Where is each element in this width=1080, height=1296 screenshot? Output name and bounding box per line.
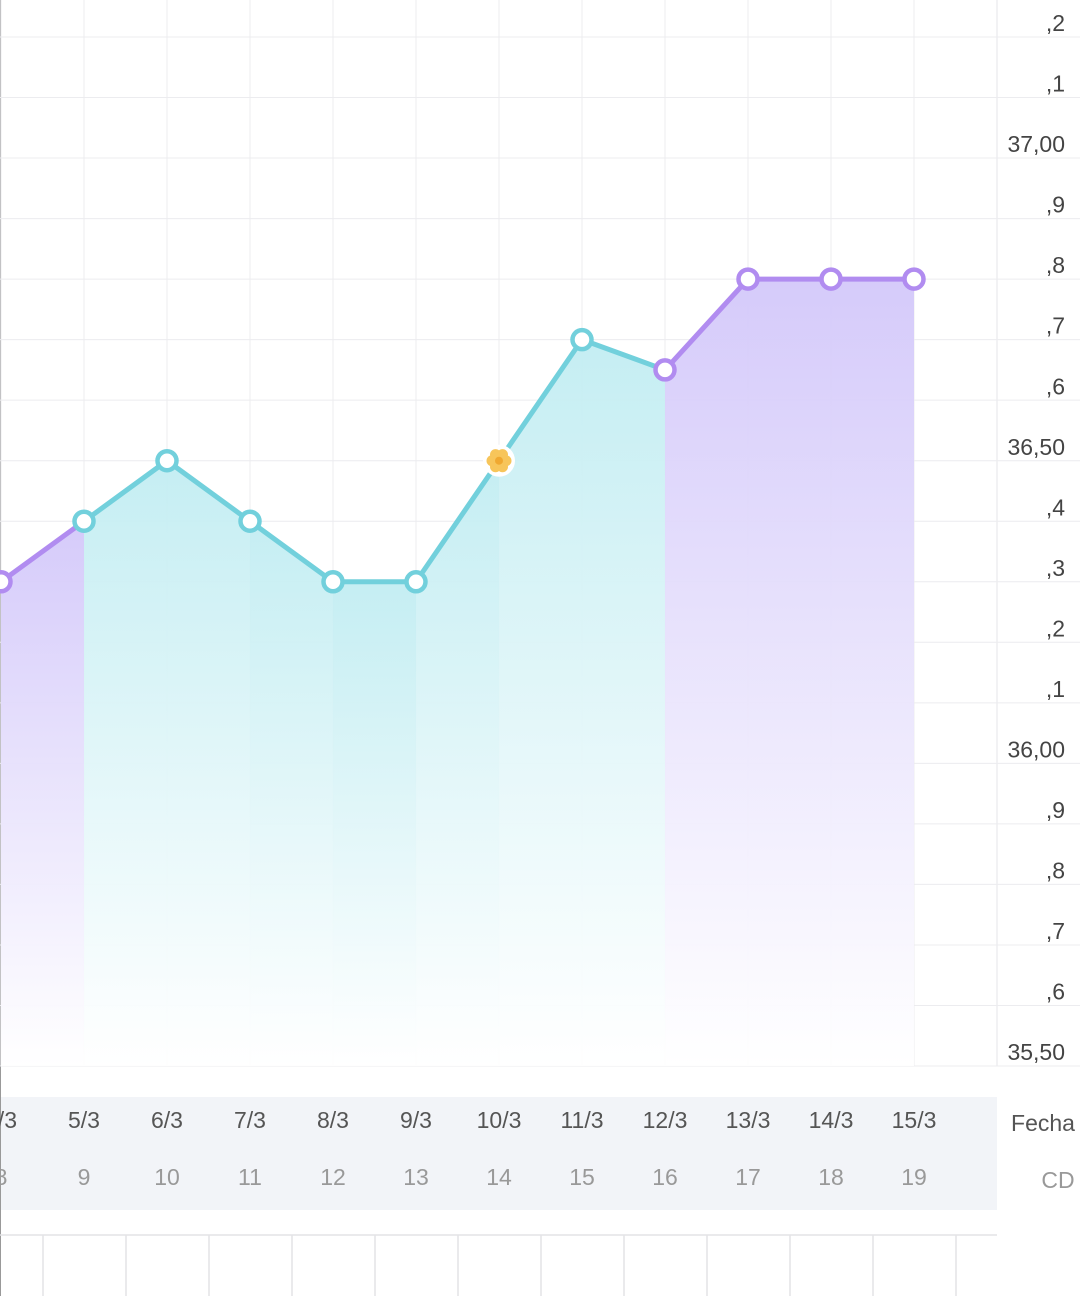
y-tick-label: ,9 xyxy=(1046,192,1065,218)
x-tick-label: 4/3 xyxy=(0,1107,17,1133)
cycle-day-label: 16 xyxy=(652,1164,678,1190)
x-row-label: CD xyxy=(1041,1167,1074,1193)
y-tick-label: ,2 xyxy=(1046,10,1065,36)
line-segment xyxy=(164,458,253,524)
x-tick-label: 7/3 xyxy=(234,1107,266,1133)
line-segment xyxy=(247,518,336,585)
x-row-label: Fecha xyxy=(1011,1110,1075,1136)
area-segment xyxy=(250,521,333,1066)
cycle-day-label: 9 xyxy=(78,1164,91,1190)
point xyxy=(404,570,428,594)
x-tick-label: 10/3 xyxy=(477,1107,522,1133)
y-tick-label: ,6 xyxy=(1046,373,1065,399)
area-segment xyxy=(416,460,499,1066)
cycle-day-label: 13 xyxy=(403,1164,429,1190)
area-segment xyxy=(333,581,416,1066)
x-tick-label: 6/3 xyxy=(151,1107,183,1133)
x-axis-band xyxy=(0,1097,997,1210)
point xyxy=(321,570,345,594)
cycle-day-label: 8 xyxy=(0,1164,7,1190)
point xyxy=(570,327,594,352)
point xyxy=(0,570,13,594)
x-tick-label: 12/3 xyxy=(643,1107,688,1133)
cycle-day-label: 15 xyxy=(569,1164,595,1190)
flower-marker xyxy=(483,444,515,477)
y-tick-label: ,9 xyxy=(1046,797,1065,823)
cycle-day-label: 14 xyxy=(486,1164,512,1190)
x-tick-label: 13/3 xyxy=(726,1107,771,1133)
x-tick-label: 14/3 xyxy=(809,1107,854,1133)
x-tick-label: 8/3 xyxy=(317,1107,349,1133)
y-tick-label: ,2 xyxy=(1046,615,1065,641)
x-tick-label: 9/3 xyxy=(400,1107,432,1133)
line-segment xyxy=(662,276,751,373)
area-segment xyxy=(84,460,167,1066)
cycle-day-label: 19 xyxy=(901,1164,927,1190)
flower-center xyxy=(495,456,503,465)
line-segment xyxy=(0,518,87,585)
y-tick-label: ,8 xyxy=(1046,252,1065,278)
lines xyxy=(0,276,917,585)
point xyxy=(238,509,262,533)
area-segment xyxy=(665,279,748,1066)
point xyxy=(72,509,96,533)
y-tick-label: 37,00 xyxy=(1007,131,1065,157)
x-tick-label: 11/3 xyxy=(560,1107,603,1133)
cycle-day-label: 18 xyxy=(818,1164,844,1190)
line-segment xyxy=(81,458,170,524)
point xyxy=(902,267,926,291)
area-segment xyxy=(499,339,582,1066)
y-tick-label: ,4 xyxy=(1046,494,1065,520)
point xyxy=(155,448,179,473)
y-tick-label: ,6 xyxy=(1046,979,1065,1005)
cycle-day-label: 17 xyxy=(735,1164,761,1190)
point xyxy=(736,267,760,291)
area-segment xyxy=(1,521,84,1066)
y-tick-label: 35,50 xyxy=(1007,1039,1065,1065)
y-tick-label: 36,00 xyxy=(1007,736,1065,762)
fills xyxy=(1,279,914,1066)
area-segment xyxy=(831,279,914,1066)
y-tick-label: 36,50 xyxy=(1007,434,1065,460)
y-tick-label: ,3 xyxy=(1046,555,1065,581)
x-tick-label: 15/3 xyxy=(892,1107,937,1133)
y-tick-label: ,1 xyxy=(1046,71,1065,97)
bottom-grid xyxy=(0,1234,997,1296)
y-tick-label: ,7 xyxy=(1046,918,1065,944)
x-tick-label: 5/3 xyxy=(68,1107,100,1133)
y-tick-label: ,1 xyxy=(1046,676,1065,702)
line-segment xyxy=(579,337,668,373)
point xyxy=(819,267,843,291)
area-segment xyxy=(582,339,665,1066)
y-tick-label: ,8 xyxy=(1046,857,1065,883)
markers xyxy=(0,267,926,594)
cycle-day-label: 11 xyxy=(238,1164,262,1190)
line-segment xyxy=(413,458,502,585)
point xyxy=(653,358,677,382)
cycle-day-label: 12 xyxy=(320,1164,346,1190)
cycle-day-label: 10 xyxy=(154,1164,180,1190)
area-segment xyxy=(167,460,250,1066)
labels: 35,50 ,6 ,7 ,8 ,9 36,00 ,1 ,2 ,3 ,4 36,50 ,6 ,7 ,8 ,9 3… xyxy=(0,10,1075,1193)
y-tick-label: ,7 xyxy=(1046,313,1065,339)
line-segment xyxy=(496,337,585,464)
area-segment xyxy=(748,279,831,1066)
